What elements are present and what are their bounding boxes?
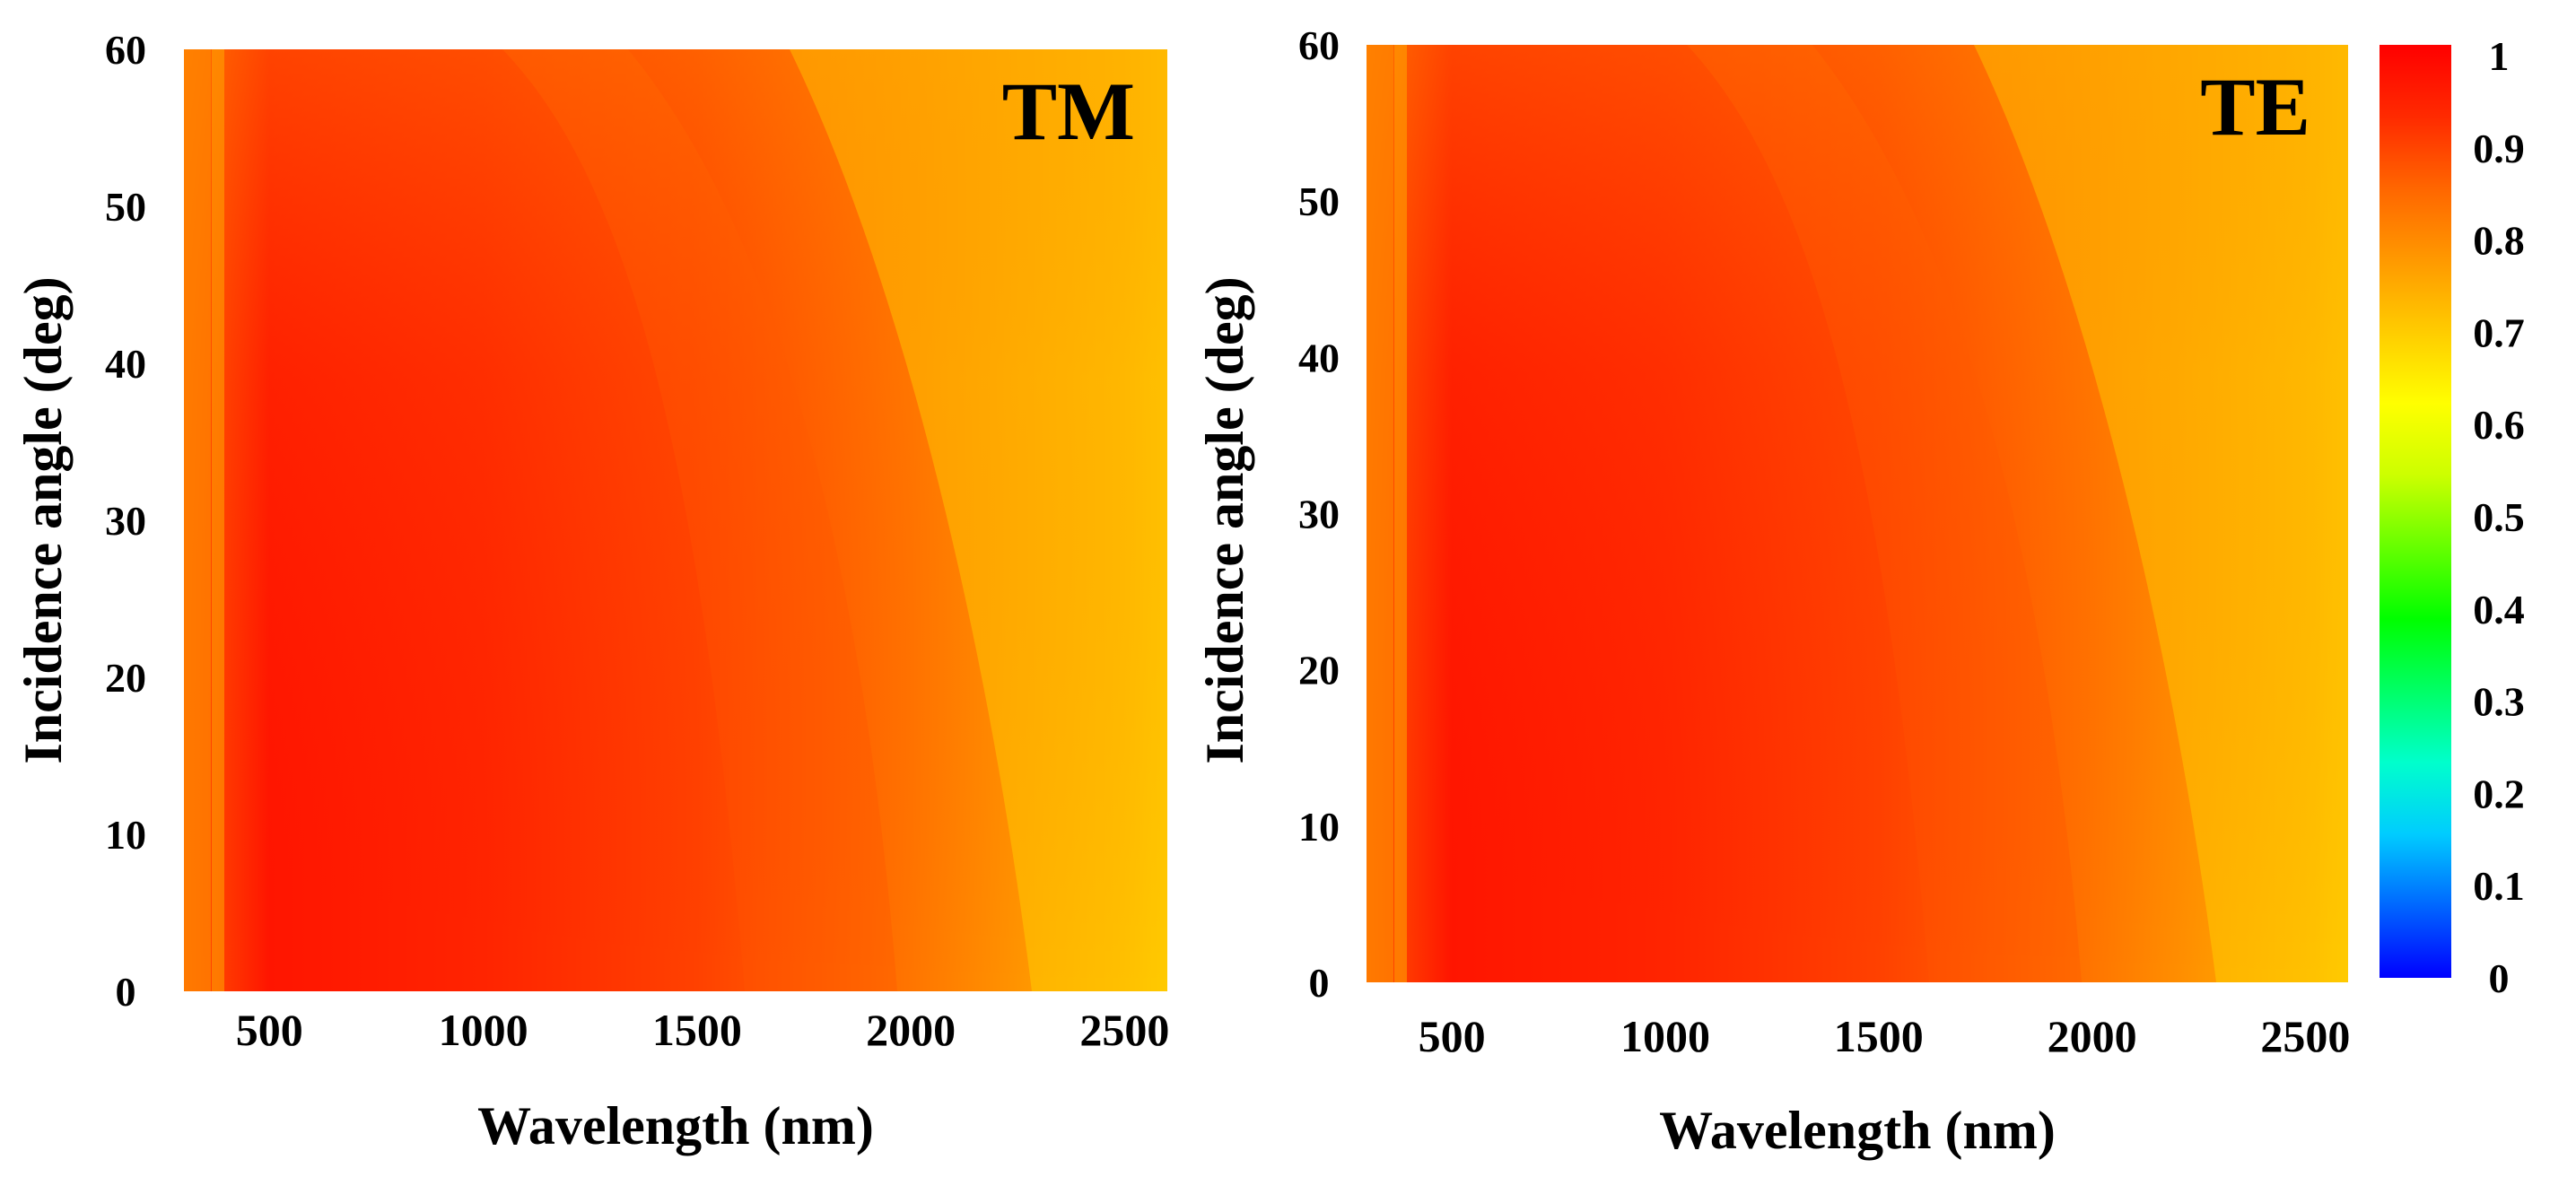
x-axis-label-te: Wavelength (nm)	[1659, 1101, 2056, 1160]
y-tick-label: 30	[105, 498, 146, 544]
heatmap-edge-band	[1394, 45, 1407, 982]
x-tick-label: 2500	[1079, 1005, 1169, 1055]
colorbar-gradient	[2380, 45, 2451, 978]
colorbar-tick-label: 0.4	[2473, 587, 2525, 632]
colorbar-tick-label: 0.8	[2473, 218, 2525, 264]
colorbar-tick-label: 0.1	[2473, 863, 2525, 909]
y-tick-label: 20	[1298, 648, 1340, 693]
y-axis-label-tm: Incidence angle (deg)	[13, 276, 73, 763]
colorbar-tick-label: 0	[2489, 955, 2510, 1001]
colorbar-ticks: 0 0.1 0.2 0.3 0.4 0.5 0.6 0.7 0.8 0.9 1	[2473, 33, 2525, 1001]
y-tick-label: 50	[105, 184, 146, 230]
colorbar-tick-label: 0.3	[2473, 679, 2525, 725]
x-tick-label: 1000	[1620, 1011, 1710, 1061]
y-ticks-tm: 0 10 20 30 40 50 60	[105, 27, 146, 1015]
panel-label-te: TE	[2200, 61, 2310, 153]
colorbar-tick-label: 1	[2489, 33, 2510, 79]
heatmap-te	[1367, 45, 2348, 982]
heatmap-tm	[184, 49, 1167, 991]
x-tick-label: 500	[1419, 1011, 1486, 1061]
x-tick-label: 2000	[2048, 1011, 2137, 1061]
x-tick-label: 1500	[1834, 1011, 1924, 1061]
x-tick-label: 1000	[439, 1005, 528, 1055]
y-tick-label: 10	[105, 812, 146, 858]
panel-te: TE 0 10 20 30 40 50 60 500 1000 1500 2000 2500 Wav…	[1195, 22, 2350, 1160]
colorbar-tick-label: 0.5	[2473, 494, 2525, 540]
y-tick-label: 60	[1298, 22, 1340, 68]
y-tick-label: 50	[1298, 179, 1340, 224]
colorbar-tick-label: 0.7	[2473, 310, 2525, 355]
heatmap-angle-shading	[184, 49, 1167, 991]
y-tick-label: 40	[105, 341, 146, 387]
y-tick-label: 20	[105, 655, 146, 701]
x-tick-label: 500	[236, 1005, 303, 1055]
heatmap-edge-band	[1367, 45, 1393, 982]
colorbar-tick-label: 0.6	[2473, 402, 2525, 448]
heatmap-edge-band	[184, 49, 211, 991]
x-tick-label: 1500	[652, 1005, 742, 1055]
x-tick-label: 2500	[2260, 1011, 2350, 1061]
y-tick-label: 30	[1298, 492, 1340, 537]
panel-label-tm: TM	[1002, 65, 1135, 157]
colorbar-tick-label: 0.2	[2473, 771, 2525, 816]
x-tick-label: 2000	[866, 1005, 956, 1055]
y-tick-label: 10	[1298, 804, 1340, 850]
panel-tm: TM 0 10 20 30 40 50 60 500 1000 1500 2000 2500 Wav…	[13, 27, 1169, 1155]
x-ticks-te: 500 1000 1500 2000 2500	[1419, 1011, 2351, 1061]
y-tick-label: 0	[1309, 960, 1330, 1006]
y-ticks-te: 0 10 20 30 40 50 60	[1298, 22, 1340, 1006]
x-ticks-tm: 500 1000 1500 2000 2500	[236, 1005, 1170, 1055]
y-tick-label: 60	[105, 27, 146, 73]
colorbar: 0 0.1 0.2 0.3 0.4 0.5 0.6 0.7 0.8 0.9 1	[2380, 33, 2525, 1001]
y-tick-label: 0	[116, 969, 136, 1015]
y-tick-label: 40	[1298, 335, 1340, 380]
y-axis-label-te: Incidence angle (deg)	[1195, 276, 1254, 763]
colorbar-tick-label: 0.9	[2473, 126, 2525, 171]
heatmap-angle-shading	[1367, 45, 2348, 982]
x-axis-label-tm: Wavelength (nm)	[477, 1096, 874, 1155]
heatmap-edge-band	[212, 49, 224, 991]
